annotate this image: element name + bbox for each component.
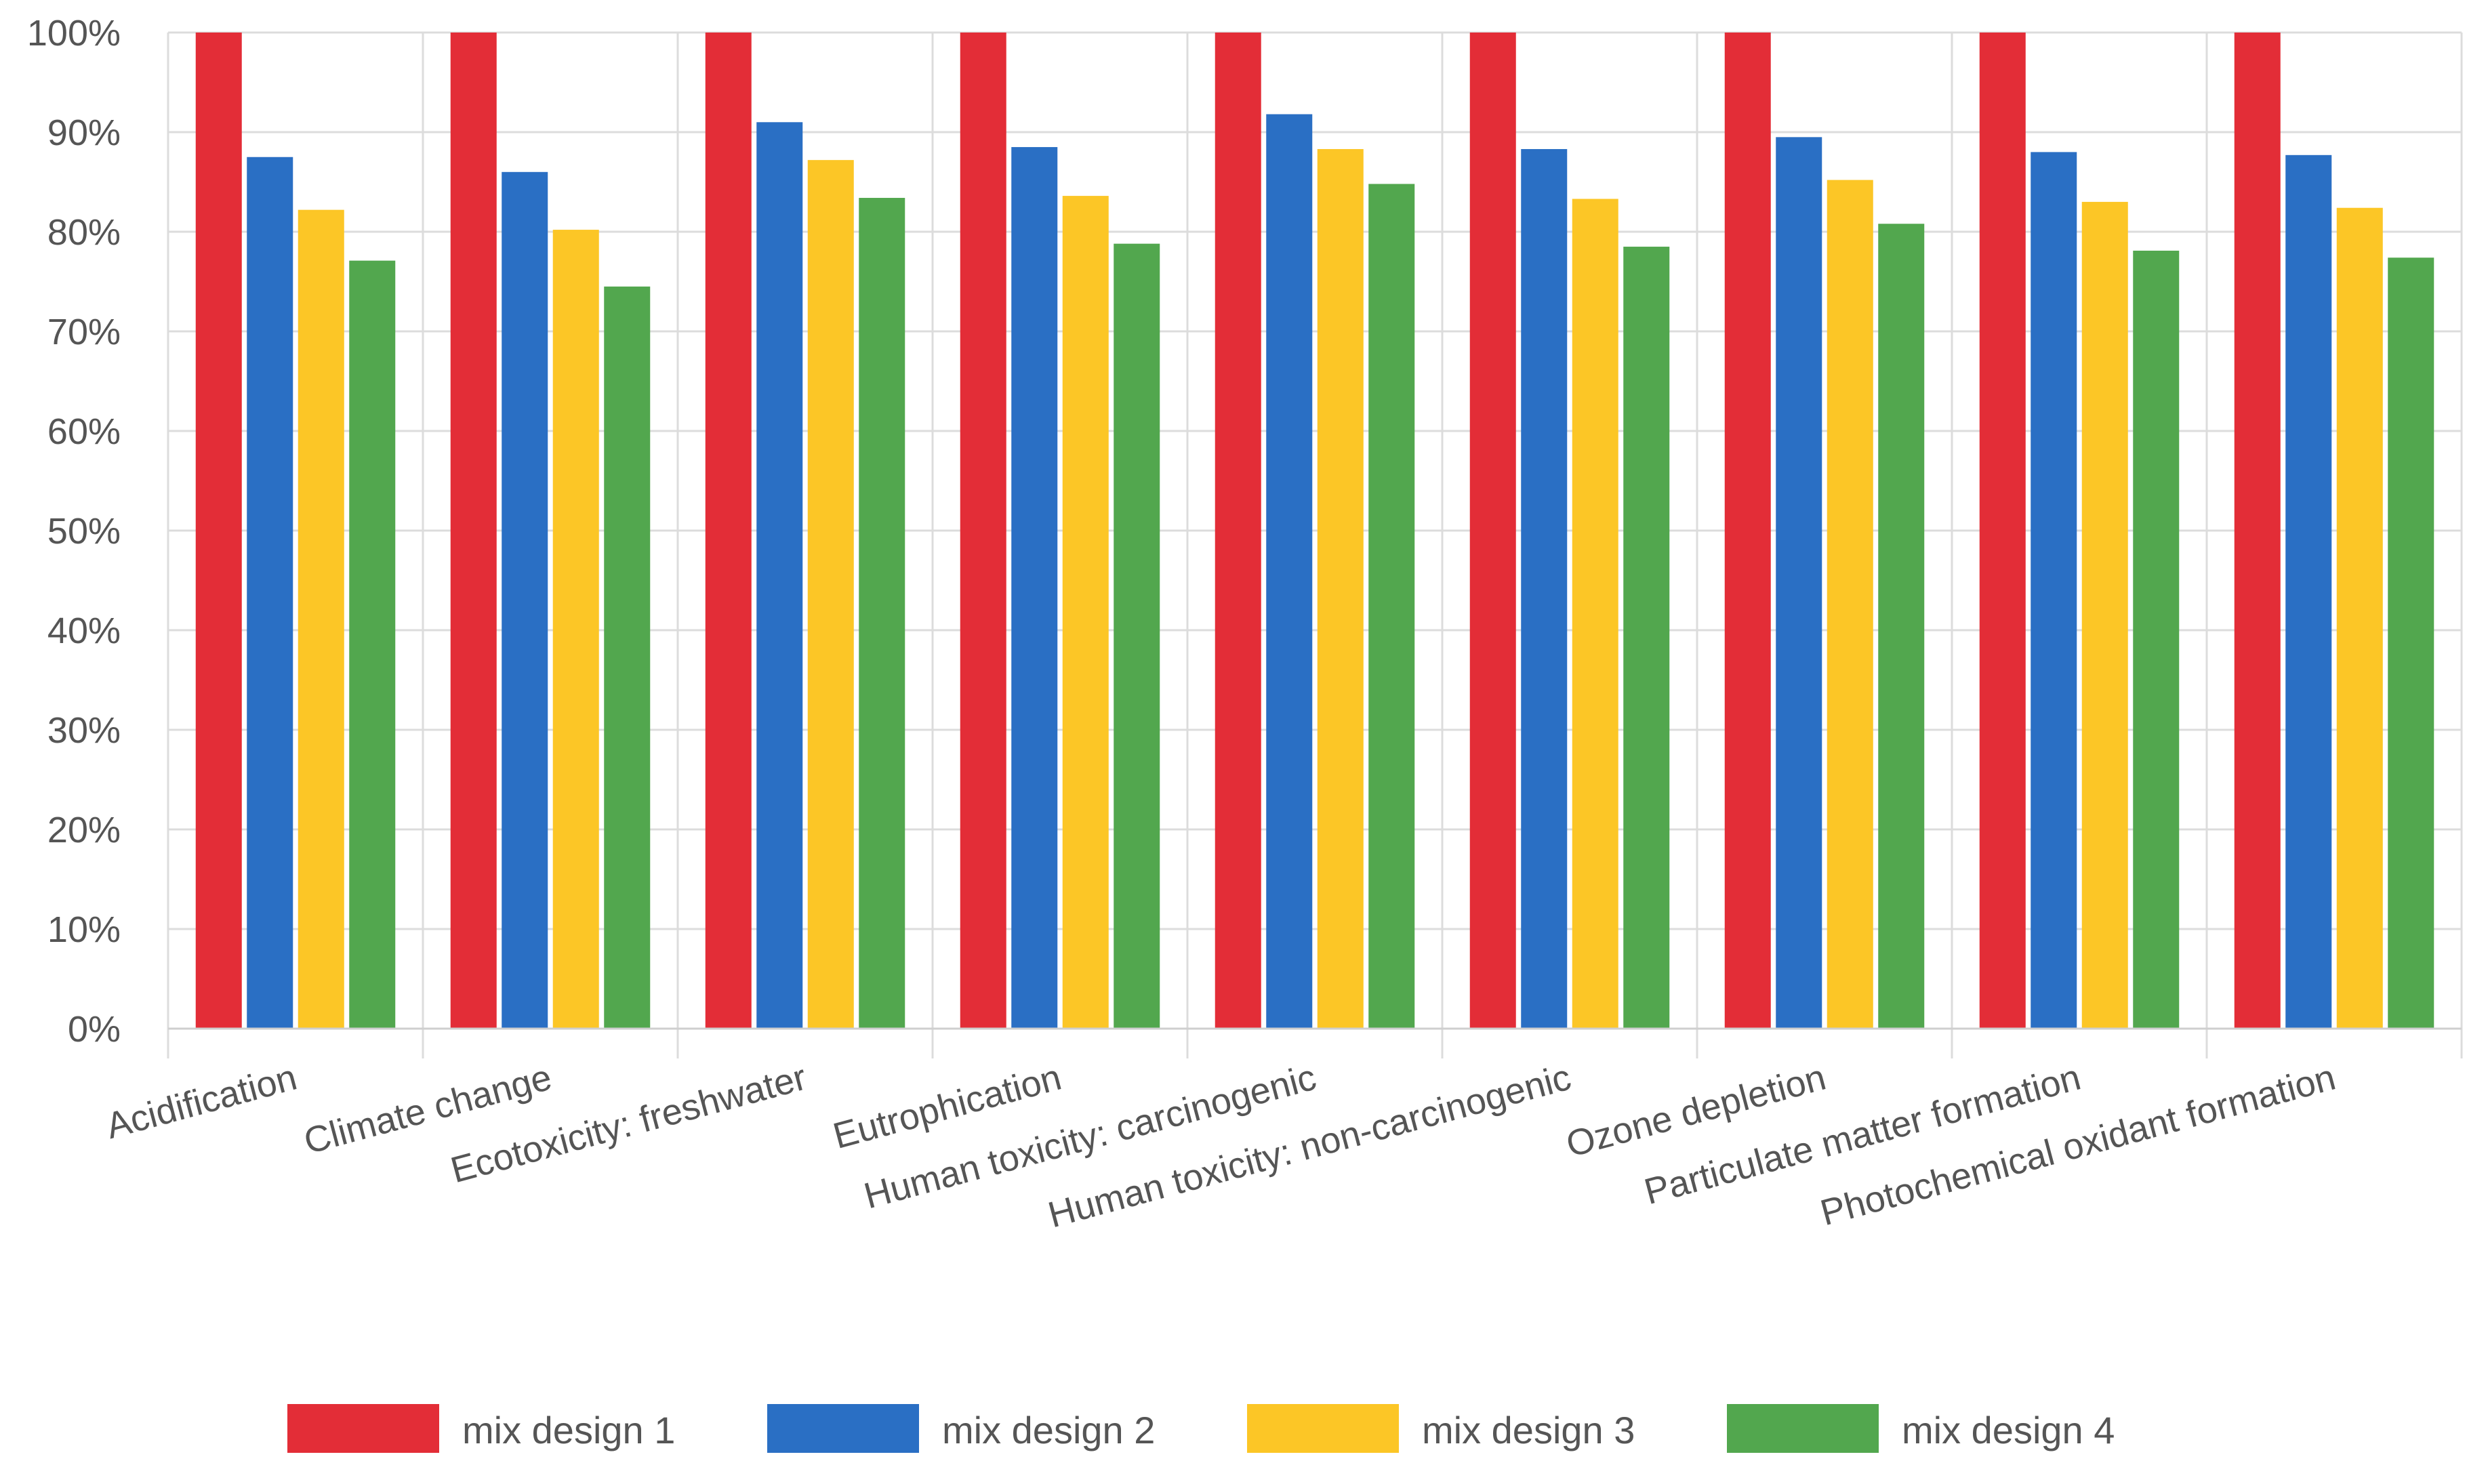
bar-2-2 [502,171,548,1029]
y-tick-label: 70% [47,312,121,352]
bar-1-1 [195,33,242,1029]
bar-1-8 [1979,33,2026,1029]
bar-3-3 [807,160,854,1029]
bar-3-1 [298,209,344,1029]
bar-3-4 [1062,196,1109,1029]
y-tick-label: 10% [47,909,121,950]
bar-3-7 [1827,180,1873,1029]
bar-3-8 [2081,201,2128,1029]
bar-2-8 [2031,152,2077,1029]
legend-swatch-3[interactable] [1247,1404,1399,1453]
y-tick-label: 30% [47,710,121,751]
x-tick-label: Acidification [102,1057,301,1147]
legend-label-1[interactable]: mix design 1 [462,1409,675,1451]
bar-1-3 [705,33,752,1029]
bar-2-1 [247,157,293,1029]
legend-label-3[interactable]: mix design 3 [1422,1409,1635,1451]
bar-4-8 [2133,250,2180,1029]
y-tick-label: 20% [47,810,121,850]
y-tick-label: 90% [47,112,121,153]
bar-4-6 [1623,247,1670,1029]
bar-4-3 [859,198,905,1029]
legend-label-2[interactable]: mix design 2 [942,1409,1155,1451]
bar-4-9 [2388,257,2434,1029]
y-tick-label: 60% [47,411,121,452]
bar-4-7 [1878,224,1925,1029]
bar-2-4 [1011,147,1058,1029]
bar-2-7 [1776,137,1822,1029]
y-tick-label: 100% [27,13,121,54]
legend-swatch-1[interactable] [287,1404,439,1453]
y-tick-label: 50% [47,511,121,552]
bar-2-6 [1521,148,1568,1029]
legend-swatch-2[interactable] [767,1404,919,1453]
bar-2-3 [756,122,803,1029]
bar-3-2 [552,230,599,1029]
y-tick-label: 80% [47,212,121,253]
bars [195,33,2434,1029]
bar-4-1 [349,260,396,1029]
bar-2-5 [1266,114,1313,1029]
legend-swatch-4[interactable] [1727,1404,1879,1453]
bar-1-2 [450,33,497,1029]
bar-3-5 [1317,148,1364,1029]
y-tick-label: 40% [47,611,121,651]
bar-1-9 [2234,33,2281,1029]
legend: mix design 1 mix design 2 mix design 3 mix … [287,1404,2115,1453]
bar-3-6 [1572,199,1618,1029]
bar-2-9 [2285,154,2332,1029]
bar-4-5 [1368,184,1415,1029]
legend-label-4[interactable]: mix design 4 [1902,1409,2115,1451]
bar-4-4 [1114,243,1160,1029]
y-tick-label: 0% [68,1009,121,1050]
grid [167,31,2463,1058]
bar-4-2 [604,286,651,1029]
bar-1-7 [1724,33,1771,1029]
bar-1-4 [960,33,1006,1029]
bar-1-6 [1469,33,1516,1029]
bar-3-9 [2336,207,2383,1029]
bar-1-5 [1215,33,1261,1029]
